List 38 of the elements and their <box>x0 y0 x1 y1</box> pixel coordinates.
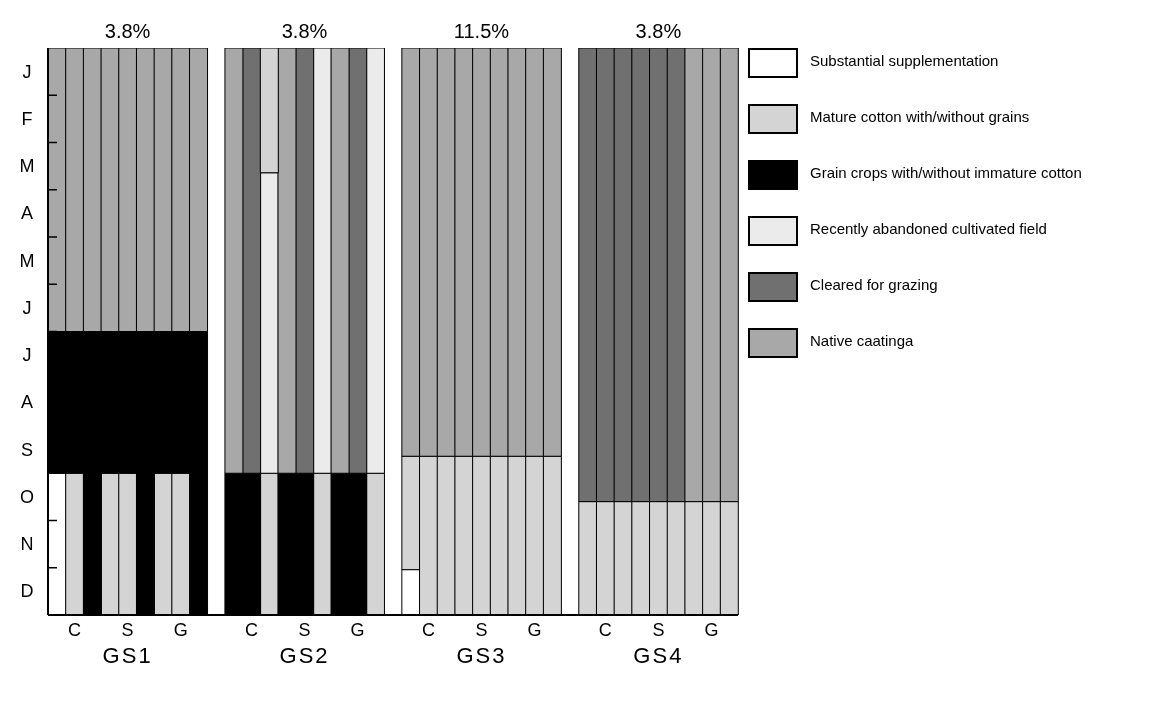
text: GS1 <box>101 643 154 669</box>
text: GS4 <box>632 643 685 669</box>
x-tick-label: S <box>121 619 134 640</box>
x-tick-label: G <box>527 619 542 640</box>
x-tick-label: C <box>421 619 435 640</box>
legend-label: Grain crops with/without immature cotton <box>810 163 1082 181</box>
legend-label: Cleared for grazing <box>810 275 938 293</box>
legend-label: Recently abandoned cultivated field <box>810 219 1047 237</box>
text: F <box>20 107 34 130</box>
x-tick-label: S <box>652 619 665 640</box>
x-tick-label: S <box>298 619 311 640</box>
text: 11.5% <box>452 20 511 43</box>
legend-label: Native caatinga <box>810 331 914 349</box>
text: O <box>19 485 35 508</box>
x-tick-label: G <box>704 619 719 640</box>
x-tick-label: G <box>350 619 365 640</box>
x-tick-label: C <box>68 619 82 640</box>
text: S <box>20 438 34 461</box>
text: GS2 <box>278 643 331 669</box>
legend-label: Mature cotton with/without grains <box>810 107 1030 125</box>
text: J <box>21 60 33 83</box>
text: A <box>20 391 34 414</box>
text: D <box>19 580 35 603</box>
text: A <box>20 202 34 225</box>
text: 3.8% <box>103 20 152 43</box>
x-tick-label: C <box>244 619 258 640</box>
text: J <box>21 344 33 367</box>
x-tick-label: G <box>173 619 188 640</box>
text: M <box>18 249 36 272</box>
legend-label: Substantial supplementation <box>810 51 999 69</box>
text: M <box>18 155 36 178</box>
text: 3.8% <box>280 20 329 43</box>
text: J <box>21 296 33 319</box>
text: 3.8% <box>634 20 683 43</box>
x-tick-label: C <box>598 619 612 640</box>
text: N <box>19 533 35 556</box>
text: GS3 <box>455 643 508 669</box>
x-tick-label: S <box>475 619 488 640</box>
